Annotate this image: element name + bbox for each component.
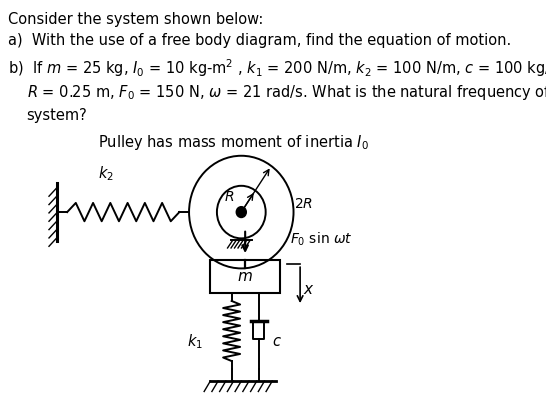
Text: a)  With the use of a free body diagram, find the equation of motion.: a) With the use of a free body diagram, … [8, 33, 512, 48]
Text: b)  If $m$ = 25 kg, $I_0$ = 10 kg-m$^2$ , $k_1$ = 200 N/m, $k_2$ = 100 N/m, $c$ : b) If $m$ = 25 kg, $I_0$ = 10 kg-m$^2$ ,… [8, 58, 546, 79]
Text: system?: system? [27, 108, 87, 123]
Circle shape [236, 207, 246, 218]
Bar [210, 260, 280, 294]
Text: $k_2$: $k_2$ [98, 164, 114, 183]
Text: Consider the system shown below:: Consider the system shown below: [8, 12, 264, 27]
Text: $k_1$: $k_1$ [187, 332, 203, 351]
Text: 2$R$: 2$R$ [294, 197, 313, 211]
Text: $x$: $x$ [303, 282, 314, 297]
Text: $F_0$ sin $\omega t$: $F_0$ sin $\omega t$ [290, 231, 352, 248]
Text: $m$: $m$ [238, 269, 253, 284]
Text: $R$ = 0.25 m, $F_0$ = 150 N, $\omega$ = 21 rad/s. What is the natural frequency : $R$ = 0.25 m, $F_0$ = 150 N, $\omega$ = … [27, 83, 546, 102]
Text: Pulley has mass moment of inertia $I_0$: Pulley has mass moment of inertia $I_0$ [98, 133, 369, 152]
Text: $c$: $c$ [272, 334, 282, 349]
Text: $R$: $R$ [224, 190, 234, 204]
